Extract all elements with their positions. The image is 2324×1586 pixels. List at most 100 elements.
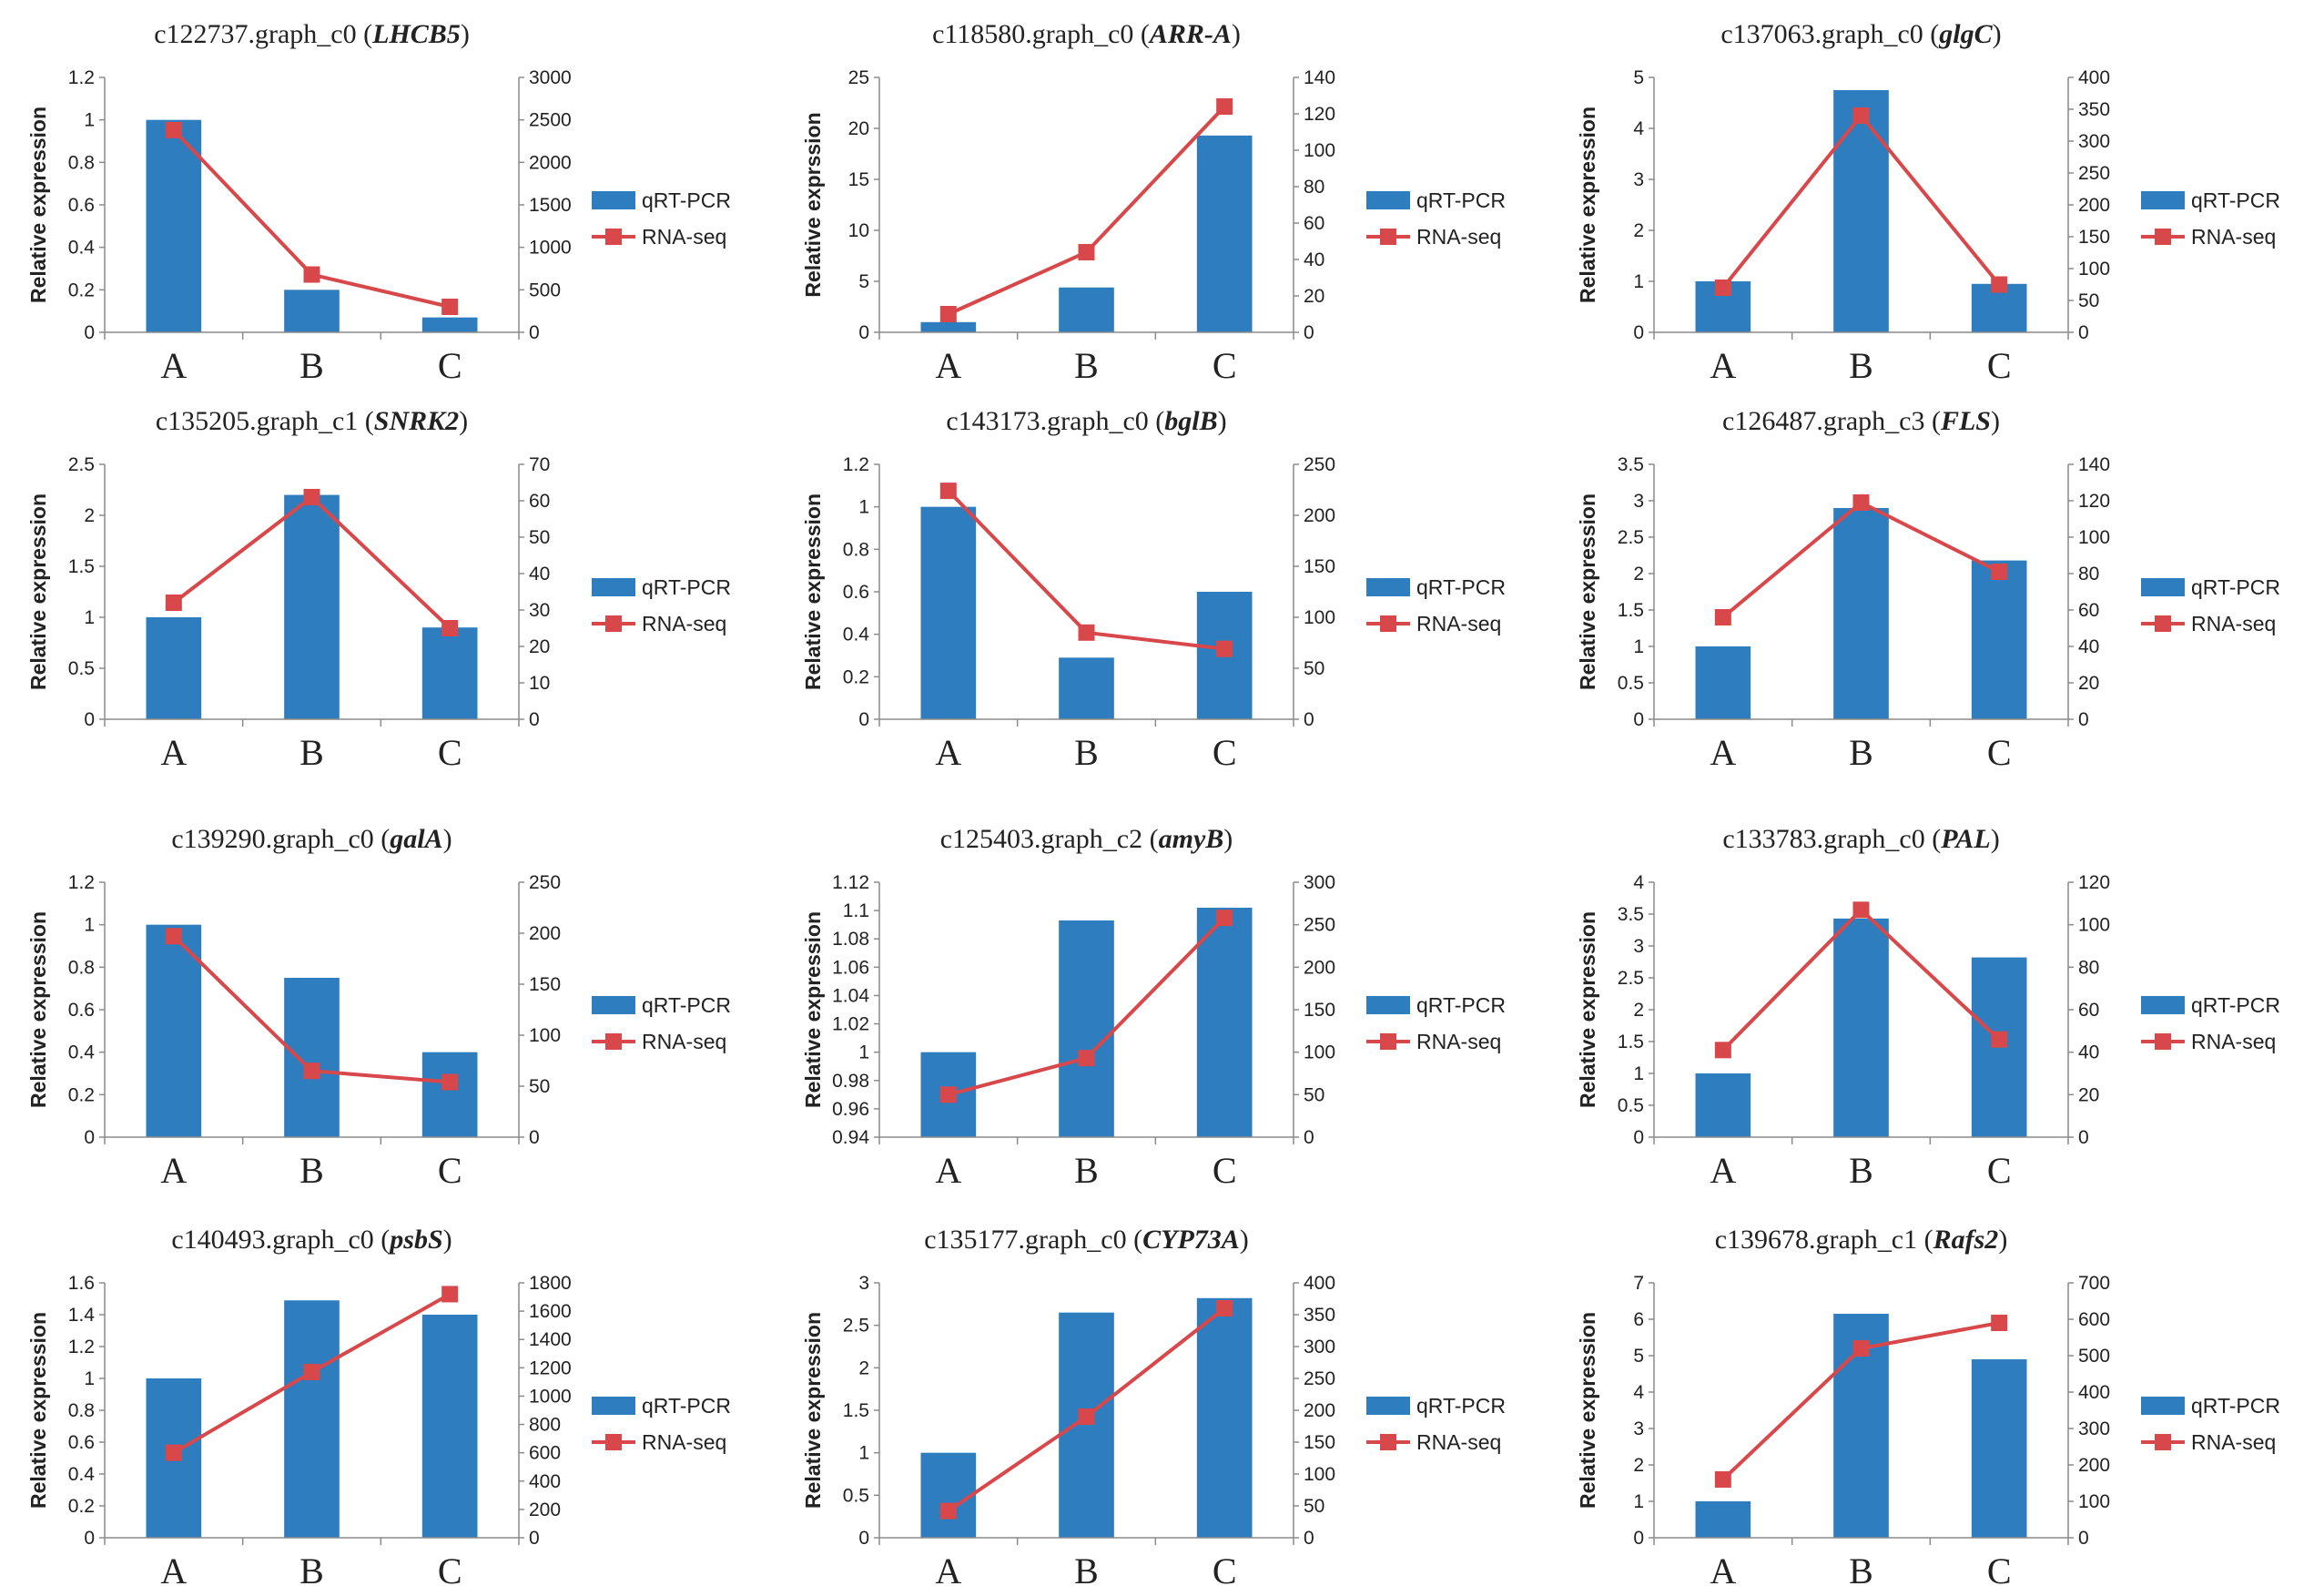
- chart-panel: c135205.graph_c1 (SNRK2) Relative express…: [26, 406, 731, 773]
- y-tick-label: 2.5: [68, 454, 95, 475]
- chart-title-gene: ARR-A: [1148, 19, 1232, 49]
- point-rna-seq: [1991, 1031, 2008, 1048]
- y2-tick-label: 0: [529, 1127, 540, 1148]
- legend-marker-rna-seq: [605, 229, 622, 245]
- chart-title: c118580.graph_c0 (ARR-A): [932, 19, 1241, 49]
- y2-tick-label: 140: [2078, 454, 2110, 475]
- point-rna-seq: [303, 266, 320, 283]
- y-tick-label: 0.4: [68, 1042, 96, 1063]
- point-rna-seq: [1216, 98, 1233, 115]
- y2-tick-label: 60: [2078, 600, 2099, 621]
- category-label: C: [1213, 1150, 1237, 1191]
- category-label: A: [160, 1150, 187, 1191]
- y2-tick-label: 300: [1304, 1337, 1335, 1357]
- y2-tick-label: 400: [2078, 1382, 2110, 1403]
- chart-panel: c126487.graph_c3 (FLS) Relative expressio…: [1576, 406, 2280, 773]
- y-tick-label: 1.2: [843, 454, 869, 475]
- bar-qrt-pcr: [1971, 1359, 2027, 1538]
- y-tick-label: 3: [1633, 491, 1644, 512]
- bar-qrt-pcr: [421, 1315, 478, 1538]
- legend-swatch-qrt-pcr: [592, 191, 635, 209]
- y2-tick-label: 50: [1304, 1084, 1324, 1105]
- y2-tick-label: 70: [529, 454, 550, 475]
- category-label: A: [160, 1550, 187, 1586]
- bar-qrt-pcr: [1695, 646, 1751, 719]
- y2-tick-label: 100: [1304, 1464, 1335, 1485]
- y2-tick-label: 50: [529, 527, 550, 548]
- legend-label-qrt-pcr: qRT-PCR: [2191, 575, 2280, 599]
- y2-tick-label: 600: [2078, 1309, 2110, 1330]
- y-tick-label: 0.8: [68, 957, 95, 978]
- y2-tick-label: 40: [529, 564, 550, 585]
- chart-title-close: ): [1993, 19, 2002, 49]
- y2-tick-label: 200: [2078, 195, 2110, 216]
- category-label: C: [1987, 345, 2012, 386]
- point-rna-seq: [939, 1502, 957, 1520]
- y-tick-label: 0.5: [1618, 673, 1644, 694]
- category-label: B: [1849, 1550, 1873, 1586]
- y-tick-label: 3: [858, 1273, 869, 1294]
- y2-tick-label: 1400: [529, 1329, 572, 1350]
- y2-tick-label: 50: [529, 1076, 550, 1097]
- y-tick-label: 1: [858, 1042, 869, 1063]
- legend-marker-rna-seq: [1380, 615, 1396, 632]
- point-rna-seq: [303, 1062, 320, 1080]
- y2-tick-label: 40: [1304, 249, 1324, 270]
- y-tick-label: 1: [1633, 271, 1644, 292]
- category-label: B: [1849, 1150, 1873, 1191]
- y-tick-label: 1.5: [843, 1400, 869, 1421]
- chart-panel: c140493.graph_c0 (psbS) Relative expressi…: [26, 1225, 731, 1586]
- chart-panel: c139678.graph_c1 (Rafs2) Relative express…: [1576, 1225, 2280, 1586]
- chart-title-gene: SNRK2: [374, 406, 459, 436]
- y-tick-label: 1.5: [68, 556, 95, 577]
- bar-qrt-pcr: [421, 627, 478, 719]
- y-tick-label: 0.2: [68, 1496, 95, 1517]
- y2-tick-label: 20: [2078, 673, 2099, 694]
- category-label: B: [1074, 1550, 1099, 1586]
- chart-title: c122737.graph_c0 (LHCB5): [154, 19, 470, 49]
- y2-tick-label: 3000: [529, 67, 572, 88]
- y2-tick-label: 100: [2078, 915, 2110, 936]
- y2-tick-label: 200: [1304, 505, 1335, 526]
- chart-panel: c143173.graph_c0 (bglB) Relative expressi…: [801, 406, 1506, 773]
- y-tick-label: 0.5: [843, 1485, 869, 1506]
- y-tick-label: 0: [1633, 322, 1644, 343]
- y-axis-label: Relative exprssion: [801, 112, 825, 297]
- chart-panel: c118580.graph_c0 (ARR-A) Relative exprssi…: [801, 19, 1506, 386]
- y-tick-label: 0: [1633, 1528, 1644, 1549]
- y2-tick-label: 80: [2078, 564, 2099, 585]
- chart-title-gene: LHCB5: [371, 19, 461, 49]
- bar-qrt-pcr: [920, 506, 977, 719]
- bar-qrt-pcr: [1196, 1297, 1253, 1538]
- legend-label-rna-seq: RNA-seq: [2191, 225, 2276, 249]
- legend-label-qrt-pcr: qRT-PCR: [1416, 575, 1506, 599]
- legend-marker-rna-seq: [2155, 229, 2171, 245]
- y-tick-label: 1.1: [843, 900, 869, 921]
- y-axis-label: Relative expression: [26, 493, 50, 690]
- y-tick-label: 0.4: [68, 238, 96, 259]
- bar-qrt-pcr: [1059, 287, 1114, 332]
- y2-tick-label: 250: [529, 872, 561, 893]
- category-label: B: [1074, 1150, 1099, 1191]
- y-tick-label: 1.4: [68, 1305, 96, 1326]
- chart-title: c137063.graph_c0 (glgC): [1720, 19, 2001, 49]
- y-tick-label: 15: [848, 169, 869, 190]
- y-axis-label: Relative expression: [1576, 911, 1599, 1108]
- category-label: A: [935, 1150, 961, 1191]
- y2-tick-label: 120: [2078, 491, 2110, 512]
- legend-label-qrt-pcr: qRT-PCR: [642, 993, 731, 1017]
- chart-title-close: ): [1223, 824, 1233, 854]
- point-rna-seq: [303, 489, 320, 505]
- category-label: A: [935, 345, 961, 386]
- bar-qrt-pcr: [421, 1052, 478, 1137]
- point-rna-seq: [441, 299, 459, 315]
- y2-tick-label: 0: [1304, 1528, 1314, 1549]
- y2-tick-label: 200: [529, 923, 561, 944]
- y-tick-label: 25: [848, 67, 869, 88]
- chart-title-id: c118580.graph_c0 (: [932, 19, 1150, 49]
- line-rna-seq: [948, 105, 1226, 316]
- legend-swatch-qrt-pcr: [1366, 578, 1410, 596]
- legend-label-qrt-pcr: qRT-PCR: [642, 575, 731, 599]
- y-tick-label: 2.5: [843, 1316, 869, 1337]
- legend-marker-rna-seq: [1380, 229, 1396, 245]
